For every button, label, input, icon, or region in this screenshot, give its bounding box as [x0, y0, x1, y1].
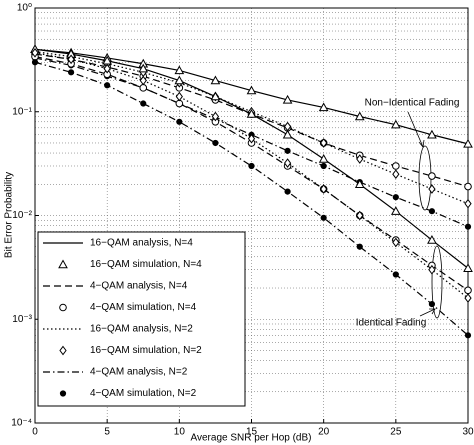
marker — [427, 129, 437, 139]
marker — [212, 139, 219, 147]
arrow-head — [418, 139, 425, 148]
legend-label: 4−QAM simulation, N=2 — [90, 388, 197, 399]
marker — [282, 129, 293, 139]
legend-marker — [59, 303, 67, 312]
marker — [464, 182, 472, 191]
legend-marker — [59, 390, 67, 397]
legend-box — [37, 231, 246, 407]
x-tick-label: 30 — [462, 427, 474, 438]
marker — [390, 206, 401, 215]
marker — [428, 300, 436, 308]
legend-marker — [59, 345, 67, 356]
legend-label: 4−QAM simulation, N=4 — [90, 302, 197, 313]
legend-label: 16−QAM analysis, N=4 — [90, 238, 193, 249]
marker — [67, 54, 75, 65]
marker — [464, 286, 472, 295]
x-tick-label: 0 — [32, 427, 38, 438]
marker — [282, 94, 293, 104]
marker — [174, 75, 185, 85]
series-line — [34, 48, 469, 145]
marker — [392, 271, 399, 278]
marker — [140, 100, 147, 107]
marker — [356, 243, 363, 250]
marker — [246, 109, 257, 118]
marker — [354, 179, 365, 188]
marker — [284, 188, 291, 195]
marker — [464, 198, 472, 209]
legend-marker — [58, 259, 68, 269]
y-tick-label: 10⁻³ — [12, 314, 32, 325]
marker — [318, 154, 329, 163]
marker — [31, 59, 39, 66]
y-tick-label: 10⁻¹ — [12, 106, 32, 117]
marker — [248, 162, 255, 170]
marker — [31, 47, 39, 58]
legend: 16−QAM analysis, N=4 16−QAM simulation, N… — [37, 231, 246, 407]
marker — [354, 111, 365, 121]
marker — [320, 184, 328, 194]
legend-label: 16−QAM analysis, N=2 — [90, 324, 193, 335]
marker — [246, 85, 257, 95]
marker — [247, 133, 256, 144]
marker — [103, 63, 111, 74]
marker — [464, 223, 472, 230]
marker — [356, 210, 364, 221]
marker — [392, 237, 400, 248]
marker — [176, 118, 183, 125]
marker — [320, 214, 327, 221]
marker — [320, 162, 327, 170]
marker — [284, 147, 291, 154]
ellipse — [431, 245, 443, 319]
arrow — [407, 111, 424, 148]
marker — [464, 293, 472, 303]
marker — [392, 194, 399, 201]
y-tick-label: 10⁰ — [17, 3, 32, 14]
x-tick-label: 25 — [390, 427, 402, 438]
marker — [463, 138, 473, 148]
legend-label: 4−QAM analysis, N=2 — [90, 367, 188, 378]
marker — [428, 264, 436, 275]
legend-label: 4−QAM analysis, N=4 — [90, 281, 188, 292]
marker — [139, 84, 148, 92]
marker — [320, 138, 328, 148]
marker — [392, 169, 400, 180]
annotation: Non−Identical Fading — [365, 98, 460, 109]
marker — [428, 172, 436, 180]
y-tick-label: 10⁻⁴ — [11, 418, 32, 429]
arrow-head — [429, 308, 436, 315]
marker — [392, 162, 400, 170]
x-tick-label: 5 — [104, 427, 110, 438]
marker — [283, 158, 292, 168]
marker — [463, 263, 473, 272]
marker — [175, 91, 183, 102]
marker — [174, 65, 185, 75]
x-tick-label: 20 — [318, 427, 330, 438]
marker — [67, 69, 75, 76]
plot-frame — [34, 7, 469, 424]
marker — [104, 82, 111, 89]
marker — [139, 75, 147, 86]
marker — [210, 75, 221, 85]
legend-label: 16−QAM simulation, N=2 — [90, 345, 202, 356]
marker — [428, 184, 436, 194]
marker — [356, 154, 364, 164]
y-tick-label: 10⁻² — [12, 210, 32, 221]
x-tick-label: 15 — [246, 427, 258, 438]
arrow — [419, 308, 436, 317]
marker — [464, 332, 472, 339]
marker — [318, 102, 329, 112]
legend-label: 16−QAM simulation, N=4 — [90, 259, 202, 270]
marker — [427, 235, 437, 244]
marker — [138, 63, 149, 73]
x-axis-label: Average SNR per Hop (dB) — [191, 433, 312, 444]
annotation: Identical Fading — [356, 318, 427, 329]
marker — [428, 208, 436, 215]
marker — [211, 111, 220, 122]
x-tick-label: 10 — [174, 427, 186, 438]
marker — [210, 91, 221, 101]
y-axis-label: Bit Error Probability — [4, 172, 15, 258]
marker — [390, 119, 401, 129]
